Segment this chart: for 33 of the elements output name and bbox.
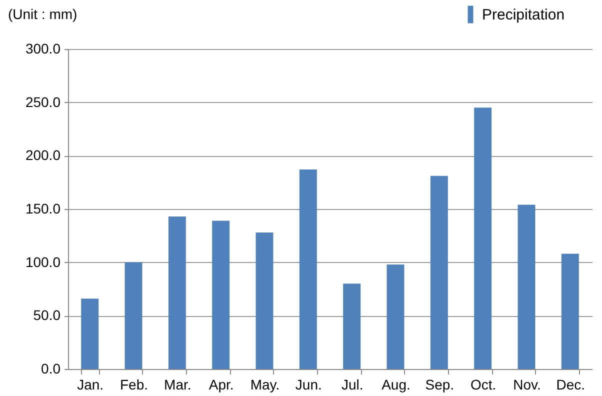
bar	[299, 170, 317, 369]
bar	[343, 284, 361, 369]
bar	[518, 204, 536, 369]
bar	[430, 176, 448, 369]
bar	[256, 232, 274, 369]
y-tick-label: 50.0	[33, 307, 61, 324]
x-tick-label: Jan.	[77, 376, 104, 392]
bar	[212, 220, 230, 369]
x-tick-label: Sep.	[425, 376, 454, 392]
y-tick-label: 150.0	[25, 200, 61, 216]
y-tick-label: 200.0	[25, 147, 61, 164]
x-tick-label: Dec.	[556, 376, 586, 392]
x-tick-label: Mar.	[164, 376, 192, 392]
bar	[124, 262, 142, 369]
x-tick-label: May.	[250, 376, 280, 392]
bar	[81, 298, 99, 369]
y-tick-label: 300.0	[25, 40, 61, 56]
x-tick-label: Jun.	[295, 376, 322, 392]
y-tick-label: 100.0	[25, 254, 61, 270]
x-tick-label: Apr.	[208, 376, 234, 392]
x-tick-label: Aug.	[382, 376, 410, 392]
bar	[474, 108, 492, 369]
x-tick-label: Jul.	[341, 376, 364, 392]
y-tick-label: 0.0	[41, 360, 61, 376]
x-tick-label: Feb.	[120, 376, 148, 392]
bar	[561, 254, 579, 369]
x-tick-label: Oct.	[470, 376, 496, 392]
x-tick-label: Nov.	[513, 376, 541, 392]
text: (Unit : mm)	[8, 6, 78, 22]
bar	[168, 216, 186, 369]
bar	[386, 264, 404, 369]
legend-label: Precipitation	[482, 6, 565, 24]
y-tick-label: 250.0	[25, 94, 61, 110]
